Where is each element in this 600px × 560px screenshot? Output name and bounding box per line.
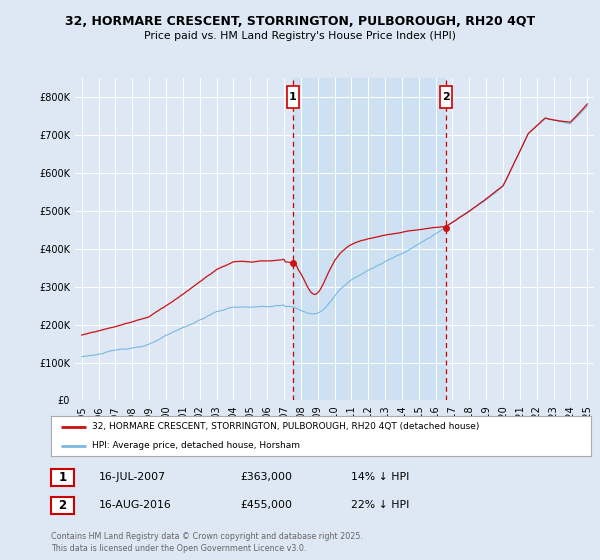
Text: 1: 1 (58, 470, 67, 484)
Text: £363,000: £363,000 (240, 472, 292, 482)
Text: 16-AUG-2016: 16-AUG-2016 (99, 500, 172, 510)
FancyBboxPatch shape (287, 86, 299, 108)
Text: 32, HORMARE CRESCENT, STORRINGTON, PULBOROUGH, RH20 4QT (detached house): 32, HORMARE CRESCENT, STORRINGTON, PULBO… (91, 422, 479, 431)
Text: Contains HM Land Registry data © Crown copyright and database right 2025.
This d: Contains HM Land Registry data © Crown c… (51, 533, 363, 553)
Text: 16-JUL-2007: 16-JUL-2007 (99, 472, 166, 482)
Text: 2: 2 (58, 498, 67, 512)
Text: 14% ↓ HPI: 14% ↓ HPI (351, 472, 409, 482)
Text: 1: 1 (289, 92, 297, 102)
Text: 2: 2 (442, 92, 450, 102)
FancyBboxPatch shape (440, 86, 452, 108)
Text: £455,000: £455,000 (240, 500, 292, 510)
Text: 22% ↓ HPI: 22% ↓ HPI (351, 500, 409, 510)
Text: Price paid vs. HM Land Registry's House Price Index (HPI): Price paid vs. HM Land Registry's House … (144, 31, 456, 41)
Bar (293, 78, 446, 400)
Text: 32, HORMARE CRESCENT, STORRINGTON, PULBOROUGH, RH20 4QT: 32, HORMARE CRESCENT, STORRINGTON, PULBO… (65, 15, 535, 28)
Text: HPI: Average price, detached house, Horsham: HPI: Average price, detached house, Hors… (91, 441, 299, 450)
